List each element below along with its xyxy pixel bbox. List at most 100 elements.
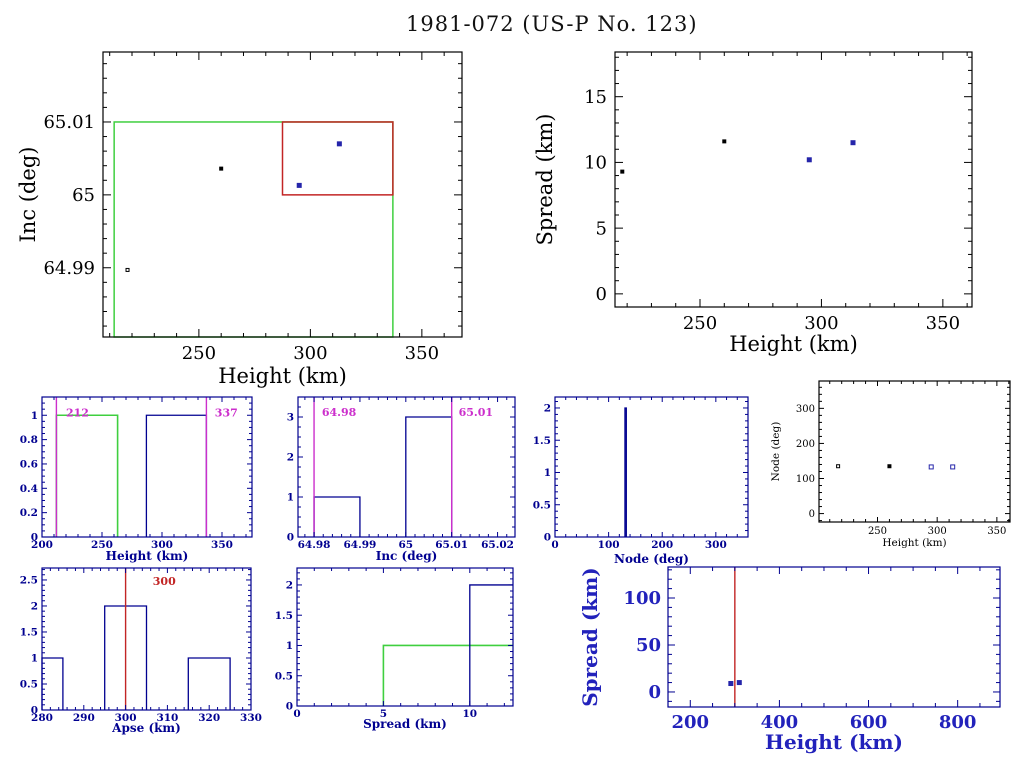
- x-tick-label: 250: [182, 343, 216, 364]
- y-tick-label: 100: [796, 474, 815, 485]
- data-point: [296, 182, 302, 188]
- y-tick-label: 0.6: [20, 459, 38, 471]
- y-tick-label: 0.8: [20, 434, 38, 446]
- y-tick-label: 1: [286, 640, 293, 652]
- marker-label: 65.01: [459, 406, 493, 419]
- y-tick-label: 0: [286, 701, 293, 713]
- histogram-bar: [405, 416, 453, 537]
- y-tick-label: 50: [636, 635, 661, 656]
- plot-frame: [614, 51, 973, 308]
- axis-ticks: [667, 567, 1000, 707]
- y-axis-label: Spread (km): [533, 114, 557, 246]
- x-tick-label: 300: [928, 526, 947, 537]
- axis-ticks: [41, 568, 252, 711]
- plot-frame: [296, 567, 514, 707]
- x-tick-label: 280: [31, 712, 53, 724]
- plot-frame: [667, 566, 1001, 708]
- x-tick-label: 0: [551, 539, 558, 551]
- x-tick-label: 310: [156, 712, 178, 724]
- y-axis-label: Spread (km): [578, 567, 602, 707]
- data-point: [806, 157, 812, 163]
- marker-label: 337: [215, 406, 238, 419]
- x-axis-label: Height (km): [882, 537, 946, 549]
- x-tick-label: 320: [198, 712, 220, 724]
- x-tick-label: 300: [804, 313, 838, 334]
- x-tick-label: 330: [240, 712, 262, 724]
- histogram-bar: [624, 407, 627, 537]
- histogram-bar: [41, 657, 64, 710]
- y-tick-label: 300: [796, 404, 815, 415]
- figure-title: 1981-072 (US-P No. 123): [406, 12, 698, 36]
- selection-rect: [281, 121, 394, 196]
- y-tick-label: 100: [623, 588, 661, 609]
- data-point: [336, 141, 342, 147]
- histogram-bar: [313, 496, 361, 537]
- x-tick-label: 290: [73, 712, 95, 724]
- x-tick-label: 600: [850, 712, 888, 733]
- selection-rect: [113, 121, 394, 338]
- x-tick-label: 200: [651, 539, 673, 551]
- data-point: [850, 140, 856, 146]
- axis-ticks: [554, 397, 749, 538]
- data-point: [728, 681, 734, 687]
- axis-ticks: [103, 52, 462, 337]
- x-axis-label: Height (km): [106, 549, 189, 563]
- plot-frame: [41, 567, 252, 711]
- y-axis-label: Inc (deg): [16, 147, 40, 243]
- plot-frame: [102, 51, 463, 338]
- y-tick-label: 2: [286, 580, 293, 592]
- x-tick-label: 250: [683, 313, 717, 334]
- data-point: [950, 464, 956, 470]
- y-tick-label: 2: [31, 601, 38, 613]
- x-tick-label: 250: [91, 539, 113, 551]
- plot-frame: [554, 396, 749, 538]
- x-axis-label: Height (km): [218, 364, 347, 388]
- y-tick-label: 200: [796, 439, 815, 450]
- histogram-bar: [187, 657, 231, 710]
- x-tick-label: 350: [405, 343, 439, 364]
- data-point: [219, 166, 224, 171]
- x-tick-label: 250: [868, 526, 887, 537]
- axis-ticks: [298, 396, 515, 538]
- y-tick-label: 64.99: [43, 258, 95, 279]
- y-tick-label: 0: [648, 682, 661, 703]
- y-tick-label: 0.5: [275, 670, 293, 682]
- y-tick-label: 0: [596, 284, 607, 305]
- y-tick-label: 0.5: [20, 679, 38, 691]
- histogram-bar: [104, 605, 148, 710]
- data-point: [620, 169, 625, 174]
- y-tick-label: 1.5: [275, 610, 293, 622]
- y-tick-label: 65: [72, 185, 95, 206]
- y-tick-label: 0.5: [533, 499, 551, 511]
- x-tick-label: 5: [380, 708, 387, 720]
- y-tick-label: 3: [287, 412, 294, 424]
- x-tick-label: 65.02: [481, 539, 514, 551]
- axis-ticks: [41, 396, 252, 538]
- y-tick-label: 0: [31, 705, 38, 717]
- x-axis-label: Spread (km): [363, 717, 447, 731]
- histogram-bar: [145, 414, 208, 537]
- x-tick-label: 400: [761, 712, 799, 733]
- y-axis-label: Node (deg): [770, 422, 782, 482]
- x-tick-label: 64.98: [298, 539, 331, 551]
- y-tick-label: 0: [287, 532, 294, 544]
- x-axis-label: Apse (km): [111, 721, 181, 735]
- x-axis-label: Inc (deg): [376, 549, 438, 563]
- x-tick-label: 200: [31, 539, 53, 551]
- y-tick-label: 10: [584, 153, 607, 174]
- y-tick-label: 0: [809, 509, 815, 520]
- y-tick-label: 1: [544, 467, 551, 479]
- x-tick-label: 200: [671, 712, 709, 733]
- data-point: [928, 464, 934, 470]
- data-point: [722, 139, 727, 144]
